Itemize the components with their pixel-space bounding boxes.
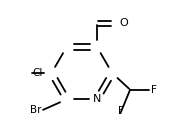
Text: N: N — [93, 94, 101, 104]
Text: Br: Br — [30, 105, 42, 115]
Text: F: F — [118, 106, 123, 116]
Text: F: F — [151, 85, 157, 95]
Text: Cl: Cl — [32, 68, 42, 78]
Text: O: O — [119, 18, 128, 28]
